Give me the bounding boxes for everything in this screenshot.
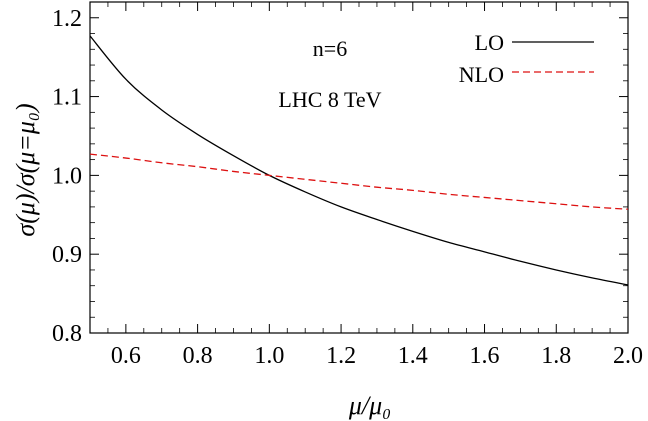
x-tick-label: 1.4 (398, 343, 428, 369)
y-axis-label: σ(μ)/σ(μ=μ₀) (11, 103, 40, 236)
x-tick-label: 0.6 (111, 343, 141, 369)
x-tick-label: 1.8 (541, 343, 571, 369)
legend-label-lo: LO (475, 30, 504, 55)
y-tick-label: 0.8 (52, 321, 82, 347)
axis-tick-labels: 0.6 0.8 1.0 1.2 1.4 1.6 1.8 2.0 0.8 0.9 1.0 1.1 1.2 (52, 6, 643, 369)
y-tick-label: 1.1 (52, 85, 82, 111)
y-tick-label: 1.2 (52, 6, 82, 32)
series-line-lo (89, 35, 629, 286)
x-axis-label: μ/μ₀ (348, 391, 391, 420)
x-tick-label: 0.8 (183, 343, 213, 369)
legend: LO NLO (459, 30, 594, 87)
legend-label-nlo: NLO (459, 62, 504, 87)
x-tick-label: 1.2 (326, 343, 356, 369)
series-line-nlo (89, 153, 629, 210)
annotation-collider: LHC 8 TeV (278, 87, 381, 112)
y-tick-label: 0.9 (52, 242, 82, 268)
plot-frame (89, 1, 629, 334)
x-tick-label: 1.6 (470, 343, 500, 369)
series-layer (89, 35, 629, 286)
axis-ticks (89, 1, 629, 334)
annotation-n: n=6 (313, 36, 347, 61)
y-tick-label: 1.0 (52, 163, 82, 189)
x-tick-label: 1.0 (254, 343, 284, 369)
x-tick-label: 2.0 (613, 343, 643, 369)
